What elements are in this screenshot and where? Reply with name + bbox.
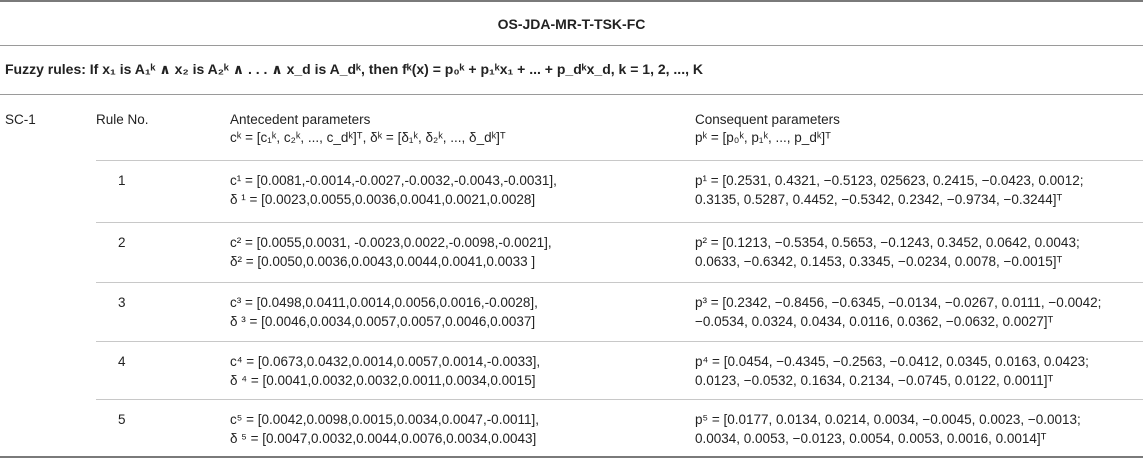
consequent-line-2: 0.0123, −0.0532, 0.1634, 0.2134, −0.0745… — [695, 373, 1054, 388]
antecedent-width: δ ⁴ = [0.0041,0.0032,0.0032,0.0011,0.003… — [230, 373, 536, 388]
fuzzy-rules-formula: Fuzzy rules: If x₁ is A₁ᵏ ∧ x₂ is A₂ᵏ ∧ … — [5, 61, 703, 77]
consequent-line-1: p¹ = [0.2531, 0.4321, −0.5123, 025623, 0… — [695, 173, 1084, 188]
rule-number: 4 — [118, 354, 126, 369]
fuzzy-divider — [0, 94, 1143, 95]
antecedent-width: δ ¹ = [0.0023,0.0055,0.0036,0.0041,0.002… — [230, 192, 536, 207]
consequent-line-2: 0.0034, 0.0053, −0.0123, 0.0054, 0.0053,… — [695, 431, 1047, 446]
title-divider — [0, 45, 1143, 46]
antecedent-width: δ² = [0.0050,0.0036,0.0043,0.0044,0.0041… — [230, 254, 536, 269]
consequent-line-1: p² = [0.1213, −0.5354, 0.5653, −0.1243, … — [695, 235, 1080, 250]
antecedent-width: δ ⁵ = [0.0047,0.0032,0.0044,0.0076,0.003… — [230, 431, 537, 446]
sc-label: SC-1 — [5, 112, 36, 127]
antecedent-center: c⁴ = [0.0673,0.0432,0.0014,0.0057,0.0014… — [230, 354, 541, 369]
row-divider-1 — [96, 222, 1143, 223]
consequent-line-2: −0.0534, 0.0324, 0.0434, 0.0116, 0.0362,… — [695, 314, 1054, 329]
rule-number: 1 — [118, 173, 126, 188]
antecedent-center: c⁵ = [0.0042,0.0098,0.0015,0.0034,0.0047… — [230, 412, 539, 427]
consequent-header: Consequent parameters — [695, 112, 840, 127]
consequent-line-1: p³ = [0.2342, −0.8456, −0.6345, −0.0134,… — [695, 295, 1102, 310]
consequent-line-1: p⁵ = [0.0177, 0.0134, 0.0214, 0.0034, −0… — [695, 412, 1081, 427]
antecedent-width: δ ³ = [0.0046,0.0034,0.0057,0.0057,0.004… — [230, 314, 536, 329]
top-border — [0, 0, 1143, 2]
consequent-line-2: 0.3135, 0.5287, 0.4452, −0.5342, 0.2342,… — [695, 192, 1063, 207]
antecedent-center: c¹ = [0.0081,-0.0014,-0.0027,-0.0032,-0.… — [230, 173, 557, 188]
row-divider-2 — [96, 282, 1143, 283]
table-title: OS-JDA-MR-T-TSK-FC — [497, 16, 646, 32]
rule-no-header: Rule No. — [96, 112, 149, 127]
bottom-border — [0, 456, 1143, 458]
rule-number: 5 — [118, 412, 126, 427]
antecedent-center: c³ = [0.0498,0.0411,0.0014,0.0056,0.0016… — [230, 295, 538, 310]
rule-number: 2 — [118, 235, 126, 250]
antecedent-center: c² = [0.0055,0.0031, -0.0023,0.0022,-0.0… — [230, 235, 552, 250]
consequent-line-1: p⁴ = [0.0454, −0.4345, −0.2563, −0.0412,… — [695, 354, 1089, 369]
header-divider — [96, 160, 1143, 161]
consequent-line-2: 0.0633, −0.6342, 0.1453, 0.3345, −0.0234… — [695, 254, 1063, 269]
antecedent-definition: cᵏ = [c₁ᵏ, c₂ᵏ, ..., c_dᵏ]ᵀ, δᵏ = [δ₁ᵏ, … — [230, 130, 506, 145]
consequent-definition: pᵏ = [p₀ᵏ, p₁ᵏ, ..., p_dᵏ]ᵀ — [695, 130, 831, 145]
row-divider-4 — [96, 399, 1143, 400]
row-divider-3 — [96, 341, 1143, 342]
rule-number: 3 — [118, 295, 126, 310]
antecedent-header: Antecedent parameters — [230, 112, 371, 127]
